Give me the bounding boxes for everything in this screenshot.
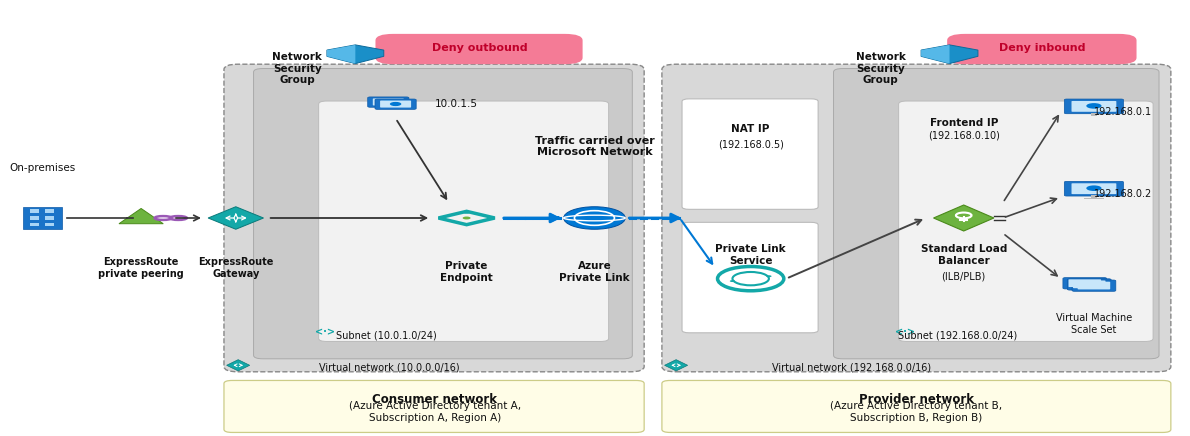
Text: Private
Endpoint: Private Endpoint [440, 261, 493, 283]
Polygon shape [933, 205, 994, 231]
Text: ExpressRoute
private peering: ExpressRoute private peering [99, 257, 184, 279]
FancyBboxPatch shape [376, 34, 583, 64]
Text: (Azure Active Directory tenant A,
Subscription A, Region A): (Azure Active Directory tenant A, Subscr… [349, 401, 521, 423]
FancyBboxPatch shape [1064, 181, 1123, 196]
FancyBboxPatch shape [1069, 279, 1101, 287]
FancyBboxPatch shape [380, 101, 411, 108]
FancyBboxPatch shape [1078, 282, 1110, 290]
Bar [45, 223, 55, 226]
FancyBboxPatch shape [319, 101, 608, 341]
FancyBboxPatch shape [682, 222, 819, 333]
FancyBboxPatch shape [224, 64, 644, 372]
Circle shape [1086, 185, 1102, 191]
Polygon shape [208, 207, 263, 229]
Text: Private Link
Service: Private Link Service [715, 244, 785, 266]
Text: Standard Load
Balancer: Standard Load Balancer [921, 244, 1007, 266]
Circle shape [382, 100, 394, 104]
Bar [1091, 195, 1097, 198]
Text: Azure
Private Link: Azure Private Link [559, 261, 630, 283]
Bar [31, 216, 39, 220]
Circle shape [729, 280, 735, 282]
FancyBboxPatch shape [1063, 278, 1107, 289]
FancyBboxPatch shape [253, 68, 632, 359]
FancyBboxPatch shape [1073, 280, 1106, 288]
Text: ExpressRoute
Gateway: ExpressRoute Gateway [198, 257, 274, 279]
Text: Network
Security
Group: Network Security Group [273, 52, 322, 85]
Polygon shape [921, 45, 978, 64]
Polygon shape [226, 360, 250, 371]
Circle shape [1086, 103, 1102, 109]
Text: Traffic carried over
Microsoft Network: Traffic carried over Microsoft Network [534, 136, 655, 157]
FancyBboxPatch shape [1071, 183, 1116, 194]
FancyBboxPatch shape [833, 68, 1159, 359]
Bar [45, 216, 55, 220]
Polygon shape [327, 45, 383, 64]
Text: Virtual network (10.0.0.0/16): Virtual network (10.0.0.0/16) [319, 362, 461, 372]
Text: Deny outbound: Deny outbound [432, 43, 527, 53]
Text: Subnet (10.0.1.0/24): Subnet (10.0.1.0/24) [337, 331, 437, 341]
Polygon shape [664, 360, 688, 371]
Polygon shape [119, 208, 163, 224]
Text: Network
Security
Group: Network Security Group [856, 52, 906, 85]
Text: (Azure Active Directory tenant B,
Subscription B, Region B): (Azure Active Directory tenant B, Subscr… [831, 401, 1002, 423]
FancyBboxPatch shape [898, 101, 1153, 341]
FancyBboxPatch shape [682, 99, 819, 209]
FancyBboxPatch shape [368, 97, 409, 107]
Text: 10.0.1.5: 10.0.1.5 [434, 99, 477, 109]
Bar [45, 209, 55, 213]
Text: Virtual Machine
Scale Set: Virtual Machine Scale Set [1056, 313, 1132, 335]
Text: Virtual network (192.168.0.0/16): Virtual network (192.168.0.0/16) [772, 362, 931, 372]
Text: Deny inbound: Deny inbound [998, 43, 1085, 53]
FancyBboxPatch shape [1072, 280, 1116, 291]
FancyBboxPatch shape [662, 64, 1171, 372]
FancyBboxPatch shape [372, 99, 403, 106]
Circle shape [766, 275, 771, 277]
Text: Subnet (192.168.0.0/24): Subnet (192.168.0.0/24) [897, 331, 1017, 341]
Text: <·>: <·> [314, 328, 334, 338]
FancyBboxPatch shape [1064, 99, 1123, 114]
Text: Provider network: Provider network [859, 392, 973, 405]
FancyBboxPatch shape [1067, 279, 1111, 290]
Text: <·>: <·> [895, 328, 915, 338]
Bar [31, 209, 39, 213]
Circle shape [463, 211, 470, 214]
Text: On-premises: On-premises [10, 163, 76, 173]
Bar [31, 223, 39, 226]
Circle shape [390, 102, 401, 106]
FancyBboxPatch shape [375, 99, 416, 109]
Circle shape [463, 217, 470, 219]
Text: (192.168.0.10): (192.168.0.10) [928, 131, 1000, 141]
Text: 192.168.0.1: 192.168.0.1 [1095, 107, 1153, 117]
Text: (192.168.0.5): (192.168.0.5) [718, 140, 783, 150]
Text: 192.168.0.2: 192.168.0.2 [1095, 189, 1153, 199]
Text: NAT IP: NAT IP [732, 124, 770, 134]
Bar [24, 207, 62, 229]
FancyBboxPatch shape [1071, 101, 1116, 112]
Bar [1091, 112, 1097, 116]
FancyBboxPatch shape [947, 34, 1136, 64]
Text: Consumer network: Consumer network [372, 392, 497, 405]
Polygon shape [327, 45, 356, 64]
FancyBboxPatch shape [224, 381, 644, 433]
Text: (ILB/PLB): (ILB/PLB) [941, 272, 985, 282]
Bar [1084, 198, 1104, 199]
Text: Frontend IP: Frontend IP [929, 118, 998, 128]
Circle shape [564, 207, 625, 229]
Polygon shape [921, 45, 950, 64]
FancyBboxPatch shape [662, 381, 1171, 433]
